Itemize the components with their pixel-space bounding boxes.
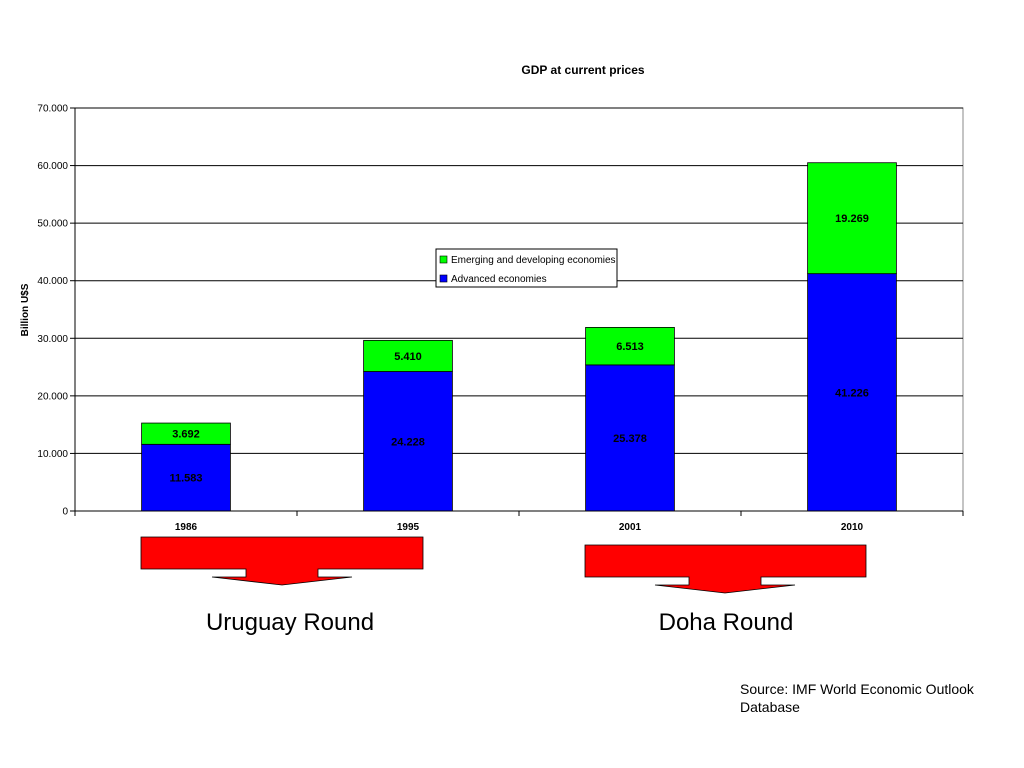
bar-data-label: 25.378: [613, 433, 647, 445]
bar-data-label: 19.269: [835, 213, 869, 225]
y-axis-ticks: 0 10.000 20.000 30.000 40.000 50.000 60.000 70.…: [37, 104, 76, 518]
x-tick-label: 2001: [619, 522, 642, 533]
chart-title: GDP at current prices: [521, 63, 644, 77]
uruguay-round-arrow-shape: [140, 536, 424, 586]
bar-data-label: 24.228: [391, 436, 425, 448]
source-note: Source: IMF World Economic Outlook Datab…: [740, 681, 974, 715]
y-tick-label: 0: [62, 507, 68, 518]
bar-segment: [807, 273, 897, 512]
x-tick-label: 2010: [841, 522, 864, 533]
bars: 11.583 3.692 24.228 5.410 25.378 6.513 41.226 1…: [141, 162, 897, 512]
y-tick-label: 40.000: [37, 276, 68, 287]
y-tick-label: 60.000: [37, 161, 68, 172]
legend-swatch-emerging: [439, 255, 448, 264]
legend-label-advanced: Advanced economies: [451, 274, 547, 285]
legend-box: [435, 248, 618, 288]
bar-segment: [807, 162, 897, 275]
y-tick-label: 20.000: [37, 391, 68, 402]
uruguay-round-label: Uruguay Round: [205, 609, 375, 636]
y-tick-label: 30.000: [37, 334, 68, 345]
y-tick-label: 70.000: [37, 104, 68, 115]
uruguay-round-arrow: [140, 536, 424, 586]
doha-round-arrow: [584, 544, 867, 594]
doha-round-label: Doha Round: [658, 609, 794, 636]
bar-data-label: 5.410: [394, 351, 422, 363]
bar-data-label: 6.513: [616, 341, 644, 353]
bar-segment: [141, 422, 231, 445]
y-tick-label: 10.000: [37, 449, 68, 460]
x-tick-label: 1995: [397, 522, 420, 533]
y-axis-title: Billion U$S: [20, 283, 31, 336]
bar-segment: [363, 339, 453, 372]
x-axis-ticks: 1986 1995 2001 2010: [74, 510, 964, 533]
x-tick-label: 1986: [175, 522, 198, 533]
bar-segment: [585, 326, 675, 366]
bar-segment: [363, 371, 453, 512]
legend-swatch-advanced: [439, 274, 448, 283]
legend: Emerging and developing economies Advanc…: [435, 248, 618, 288]
doha-round-arrow-shape: [584, 544, 867, 594]
bar-data-label: 41.226: [835, 387, 869, 399]
bar-data-label: 3.692: [172, 429, 200, 441]
legend-label-emerging: Emerging and developing economies: [451, 255, 616, 266]
y-tick-label: 50.000: [37, 219, 68, 230]
bar-data-label: 11.583: [169, 473, 202, 485]
